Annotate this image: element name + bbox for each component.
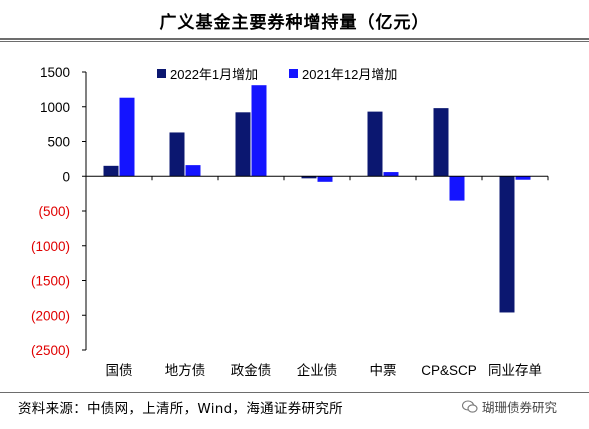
bar-series2 bbox=[515, 176, 531, 180]
wechat-icon bbox=[462, 399, 478, 413]
bar-series2 bbox=[119, 97, 135, 177]
y-tick-label: (1000) bbox=[31, 239, 70, 254]
bar-series2 bbox=[185, 165, 201, 177]
legend-label: 2021年12月增加 bbox=[302, 67, 397, 82]
legend-label: 2022年1月增加 bbox=[170, 67, 258, 82]
x-category-label: 企业债 bbox=[297, 362, 338, 378]
x-category-label: 政金债 bbox=[231, 363, 272, 378]
y-tick-label: (500) bbox=[38, 204, 70, 219]
watermark-label: 瑚珊债券研究 bbox=[482, 400, 558, 415]
y-tick-label: (2500) bbox=[31, 343, 70, 358]
bar-series2 bbox=[317, 176, 333, 182]
bar-series1 bbox=[433, 108, 449, 177]
x-category-label: 同业存单 bbox=[488, 363, 542, 378]
bar-series1 bbox=[367, 111, 383, 177]
y-tick-label: 0 bbox=[62, 169, 70, 184]
bar-series1 bbox=[499, 176, 515, 313]
bar-series1 bbox=[235, 112, 251, 177]
x-category-label: 中票 bbox=[370, 363, 397, 378]
x-category-label: 国债 bbox=[106, 363, 133, 378]
y-tick-label: 1500 bbox=[40, 65, 70, 80]
bar-series2 bbox=[251, 85, 267, 177]
bar-series2 bbox=[383, 172, 399, 177]
bar-series1 bbox=[103, 165, 119, 177]
title-rule-top bbox=[0, 38, 589, 40]
legend-swatch bbox=[157, 69, 166, 78]
legend-swatch bbox=[289, 69, 298, 78]
y-tick-label: (2000) bbox=[31, 308, 70, 323]
x-category-label: CP&SCP bbox=[421, 363, 477, 378]
y-tick-label: 1000 bbox=[40, 100, 70, 115]
source-note: 资料来源：中债网，上清所，Wind，海通证券研究所 bbox=[18, 401, 343, 417]
y-tick-label: (1500) bbox=[31, 274, 70, 289]
bar-series1 bbox=[169, 132, 185, 177]
bar-series1 bbox=[301, 176, 317, 179]
y-tick-label: 500 bbox=[47, 135, 70, 150]
bar-series2 bbox=[449, 176, 465, 201]
source-rule bbox=[0, 392, 589, 393]
title-bar: 广义基金主要券种增持量（亿元） bbox=[0, 0, 589, 40]
bar-chart: 1500 1000 500 0 (500) (1000) (1500) (2000) (2500… bbox=[31, 65, 549, 378]
watermark: 瑚珊债券研究 bbox=[462, 397, 557, 416]
x-category-label: 地方债 bbox=[165, 363, 206, 378]
title-rule-bottom bbox=[0, 41, 589, 42]
chart-title: 广义基金主要券种增持量（亿元） bbox=[159, 13, 430, 33]
